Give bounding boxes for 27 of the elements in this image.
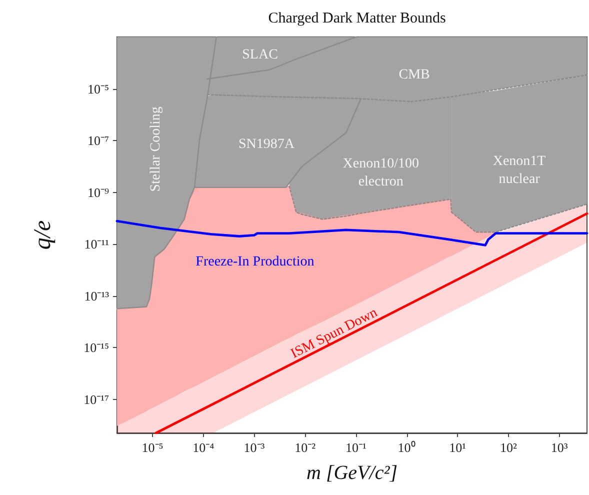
x-tick-label: 10⁻⁵ [142, 440, 164, 455]
x-tick-label: 10⁻¹ [345, 440, 366, 455]
series-label: SLAC [242, 47, 278, 62]
x-axis-title: m [GeV/c²] [306, 462, 398, 484]
series-label: CMB [398, 68, 430, 83]
x-tick-label: 10⁻³ [244, 440, 265, 455]
y-tick-label: 10⁻¹¹ [84, 236, 110, 252]
series-label: SN1987A [238, 137, 296, 152]
x-tick-label: 10⁰ [398, 440, 416, 455]
x-tick-label: 10⁻² [294, 440, 316, 455]
y-tick-label: 10⁻¹⁵ [84, 340, 109, 356]
x-tick-label: 10² [500, 440, 518, 455]
y-axis-title: q/e [30, 220, 56, 250]
series-label: Xenon10/100 electron [342, 156, 419, 190]
series-label: Freeze-In Production [196, 254, 314, 270]
x-tick-label: 10³ [550, 440, 568, 455]
y-tick-label: 10⁻¹⁷ [84, 392, 109, 407]
chart-title: Charged Dark Matter Bounds [268, 10, 446, 26]
text: Stellar Cooling [148, 106, 164, 192]
y-tick-label: 10⁻⁷ [87, 133, 109, 148]
y-tick-label: 10⁻¹³ [84, 288, 110, 304]
text: Xenon1T nuclear [492, 154, 546, 187]
text: ISM Spun Down [288, 305, 380, 362]
y-tick-label: 10⁻⁵ [87, 81, 109, 96]
y-tick-label: 10⁻⁹ [87, 184, 110, 200]
x-tick-label: 10¹ [449, 440, 466, 455]
x-tick-label: 10⁻⁴ [192, 440, 215, 455]
